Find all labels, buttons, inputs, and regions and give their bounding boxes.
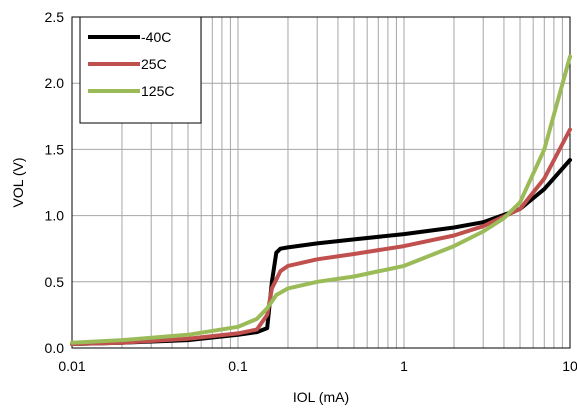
x-axis-ticks: 0.01 0.1 1 10 <box>58 358 577 374</box>
legend-box <box>79 16 202 124</box>
y-tick-label: 2.0 <box>45 75 65 91</box>
y-axis-label: VOL (V) <box>10 157 26 207</box>
plot-frame <box>71 16 571 349</box>
x-tick-label: 0.01 <box>58 358 85 374</box>
series-line-1 <box>70 127 572 346</box>
y-tick-label: 2.5 <box>45 9 65 25</box>
y-tick-label: 0.0 <box>45 340 65 356</box>
series-line-0 <box>70 158 572 346</box>
legend-label: -40C <box>141 29 171 45</box>
series-line-2 <box>70 54 572 345</box>
y-tick-label: 1.0 <box>45 208 65 224</box>
legend: -40C 25C 125C <box>79 16 202 124</box>
x-axis-label: IOL (mA) <box>293 389 349 405</box>
x-tick-label: 10 <box>562 358 577 374</box>
y-tick-label: 1.5 <box>45 141 65 157</box>
legend-label: 125C <box>141 83 174 99</box>
x-tick-label: 1 <box>400 358 408 374</box>
y-tick-label: 0.5 <box>45 274 65 290</box>
series-lines <box>70 54 572 346</box>
y-axis-ticks: 0.0 0.5 1.0 1.5 2.0 2.5 <box>45 9 65 356</box>
x-tick-label: 0.1 <box>228 358 248 374</box>
legend-label: 25C <box>141 56 167 72</box>
